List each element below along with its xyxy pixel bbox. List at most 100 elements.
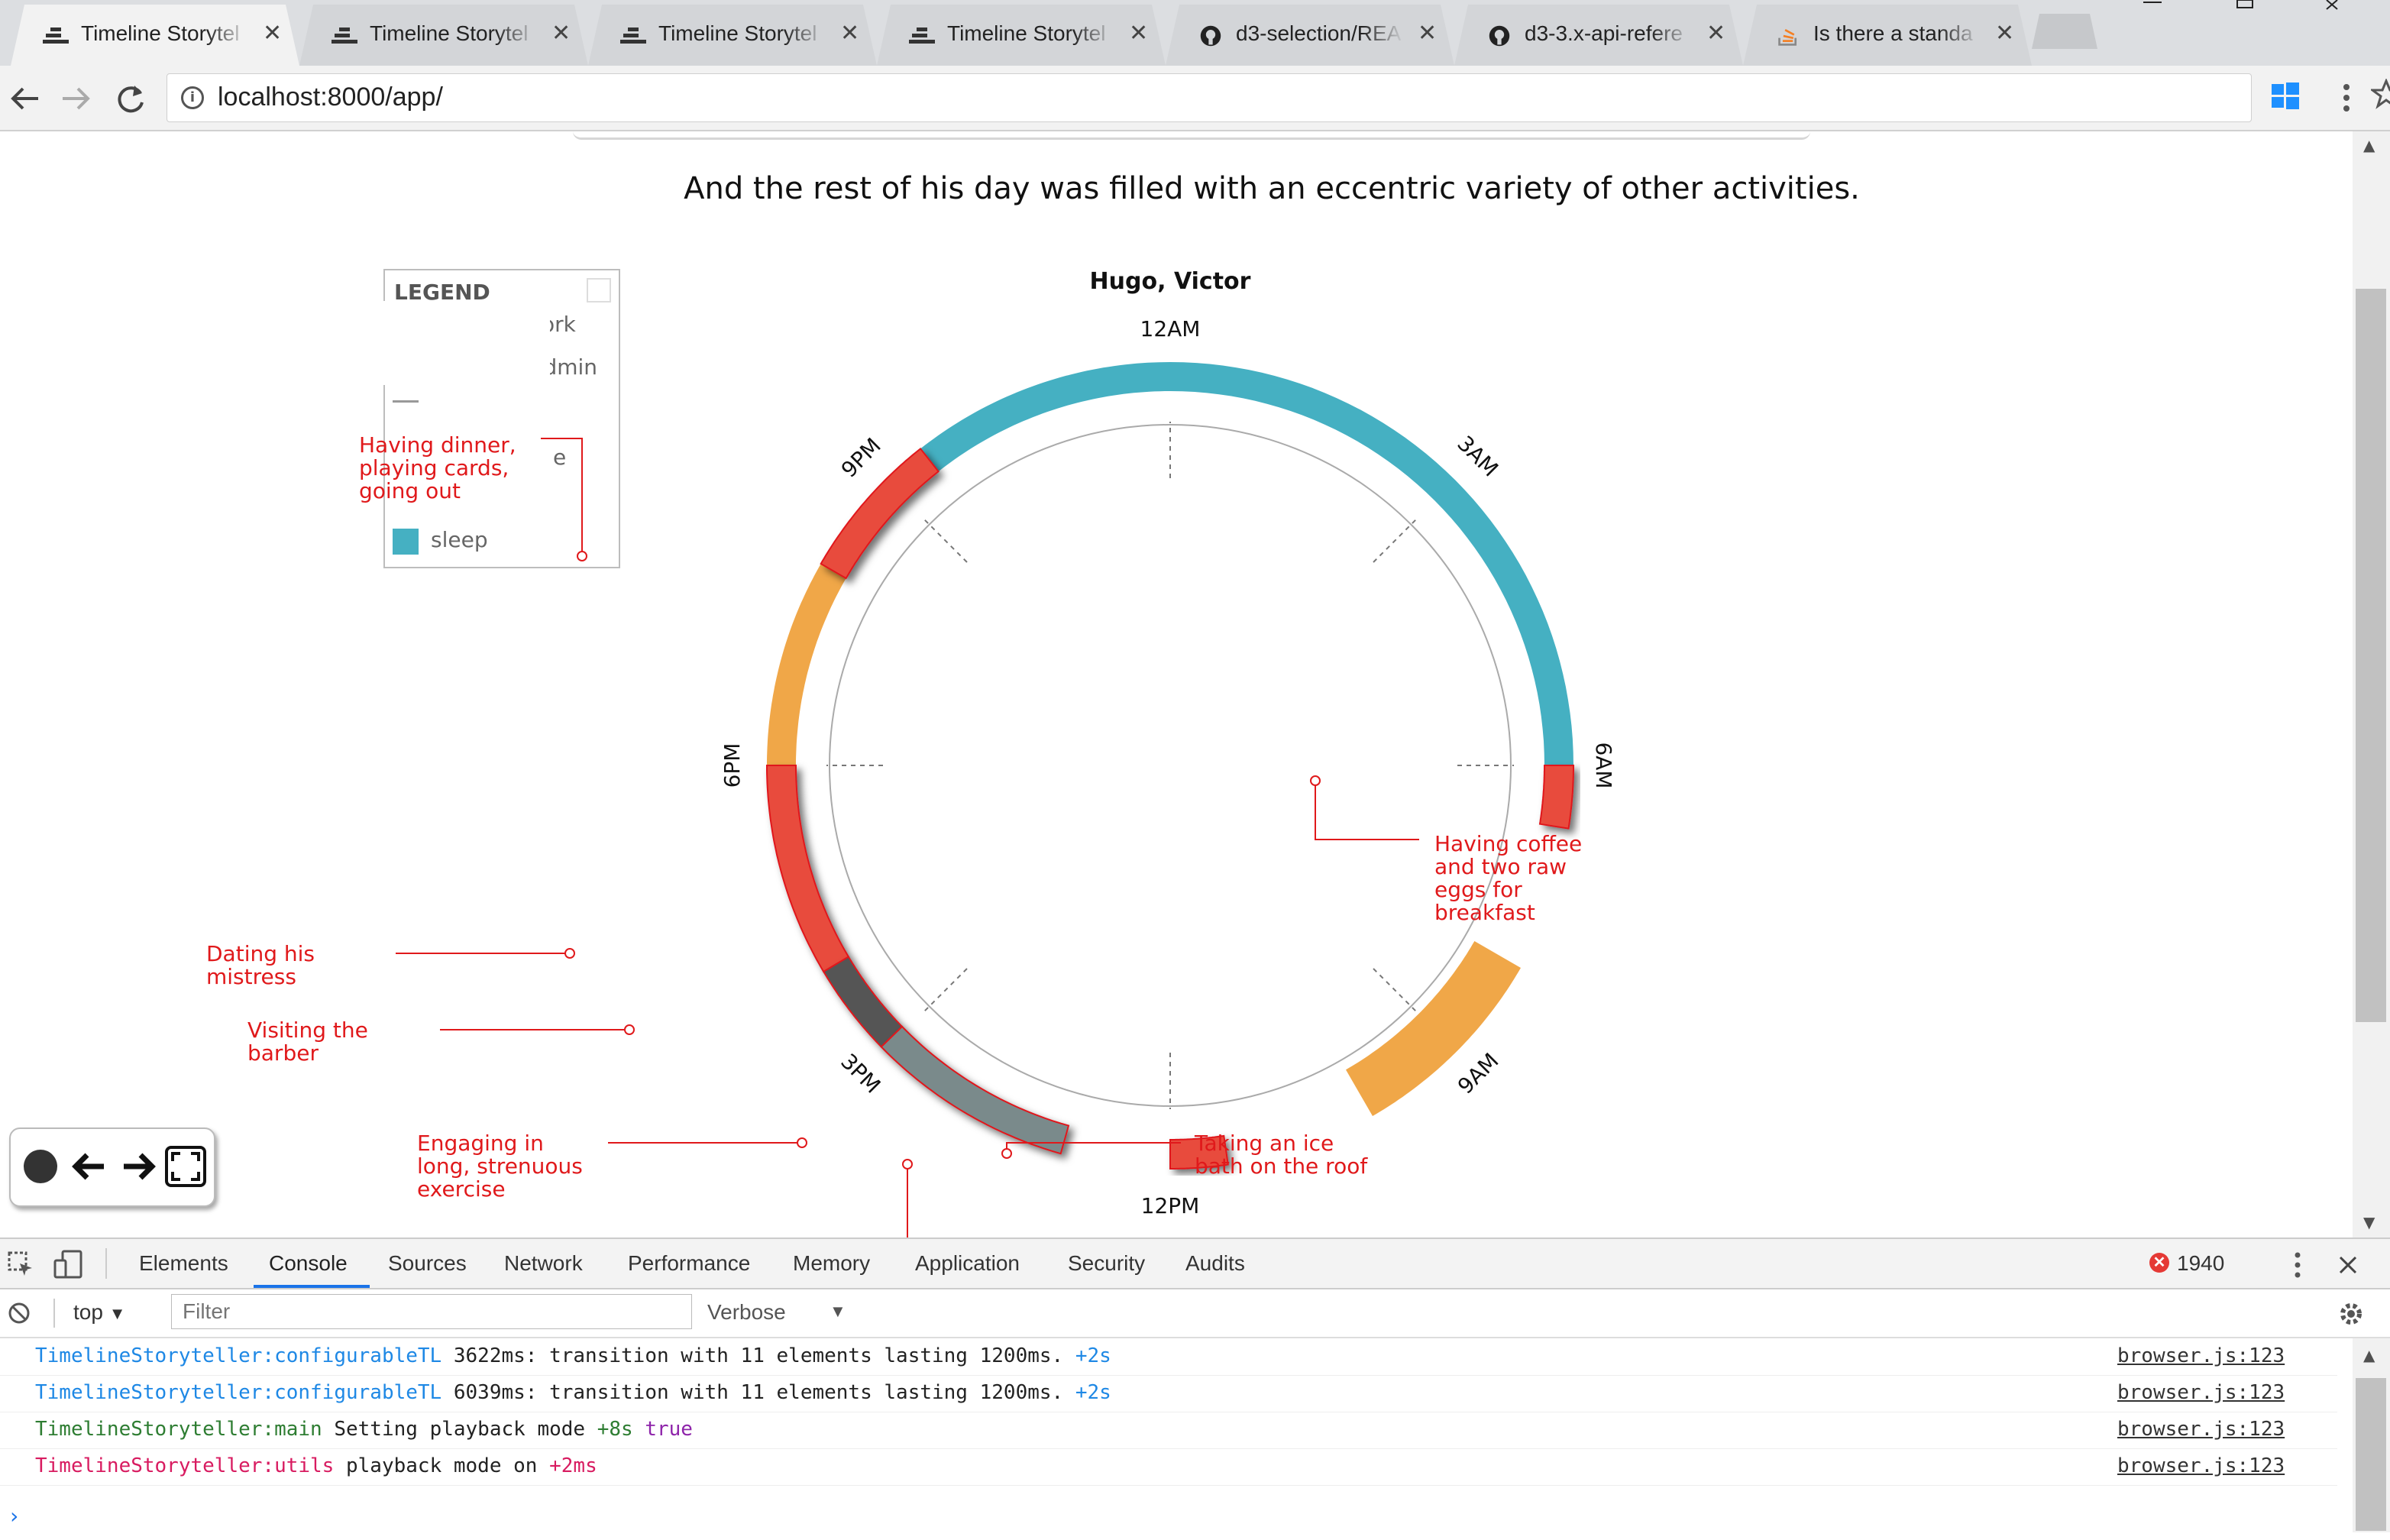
clock-ticks xyxy=(826,422,1514,1109)
creative-work-segment-morning[interactable] xyxy=(1346,941,1521,1116)
console-settings-icon[interactable] xyxy=(2337,1300,2365,1328)
maximize-icon[interactable] xyxy=(2236,0,2259,11)
forward-arrow-icon[interactable] xyxy=(57,79,95,118)
scrollbar-thumb[interactable] xyxy=(2356,1378,2386,1531)
console-message[interactable]: TimelineStoryteller:configurableTL 6039m… xyxy=(0,1375,2337,1412)
close-window-icon[interactable] xyxy=(2325,0,2348,11)
tab-close-icon[interactable]: ✕ xyxy=(1418,20,1438,47)
annotation-line: long, strenuous xyxy=(417,1153,583,1179)
browser-tab[interactable]: Timeline Storytel ✕ xyxy=(877,5,1166,66)
sleep-segment-main[interactable] xyxy=(1170,362,1573,765)
tab-close-icon[interactable]: ✕ xyxy=(551,20,571,47)
console-message[interactable]: TimelineStoryteller:configurableTL 3622m… xyxy=(0,1338,2337,1376)
tab-elements[interactable]: Elements xyxy=(139,1251,228,1275)
console-filter-input[interactable] xyxy=(171,1294,692,1329)
tab-performance[interactable]: Performance xyxy=(628,1251,751,1275)
devtools-menu-icon[interactable] xyxy=(2291,1250,2304,1280)
tab-audits[interactable]: Audits xyxy=(1185,1251,1245,1275)
browser-tab[interactable]: Timeline Storytel ✕ xyxy=(11,5,299,66)
record-icon[interactable] xyxy=(18,1144,63,1189)
reload-icon[interactable] xyxy=(112,79,150,118)
tab-application[interactable]: Application xyxy=(915,1251,1020,1275)
annotation-dinner[interactable]: Having dinner, playing cards, going out xyxy=(0,131,687,590)
tab-close-icon[interactable]: ✕ xyxy=(263,20,283,47)
dropdown-arrow-icon: ▼ xyxy=(108,1304,126,1323)
fullscreen-icon[interactable] xyxy=(163,1144,208,1189)
console-message[interactable]: TimelineStoryteller:main Setting playbac… xyxy=(0,1412,2337,1449)
clear-console-icon[interactable] xyxy=(8,1302,31,1325)
tab-strip: Timeline Storytel ✕ Timeline Storytel ✕ … xyxy=(0,0,2390,66)
tab-memory[interactable]: Memory xyxy=(793,1251,871,1275)
log-source-link[interactable]: browser.js:123 xyxy=(2117,1454,2285,1477)
browser-tab[interactable]: Timeline Storytel ✕ xyxy=(299,5,588,66)
scrollbar-thumb[interactable] xyxy=(2356,289,2386,1022)
active-tab-indicator xyxy=(254,1285,370,1288)
scroll-up-arrow-icon[interactable]: ▲ xyxy=(2363,136,2375,154)
scroll-up-arrow-icon[interactable]: ▲ xyxy=(2363,1346,2375,1364)
tab-console[interactable]: Console xyxy=(269,1251,348,1275)
context-selector[interactable]: top ▼ xyxy=(73,1300,126,1325)
browser-tab[interactable]: d3-3.x-api-refere ✕ xyxy=(1454,5,1743,66)
breakfast-segment[interactable] xyxy=(1538,765,1574,830)
tab-close-icon[interactable]: ✕ xyxy=(1995,20,2015,47)
annotation-mistress[interactable]: Dating his mistress xyxy=(206,941,575,989)
bookmark-star-icon[interactable] xyxy=(2371,79,2390,109)
device-toolbar-icon[interactable] xyxy=(53,1250,84,1280)
scroll-down-arrow-icon[interactable]: ▼ xyxy=(2363,1213,2375,1231)
browser-tab[interactable]: Timeline Storytel ✕ xyxy=(588,5,877,66)
inspect-element-icon[interactable] xyxy=(8,1251,35,1279)
log-source-link[interactable]: browser.js:123 xyxy=(2117,1418,2285,1441)
site-info-icon[interactable]: i xyxy=(181,86,204,109)
annotation-ice-bath[interactable]: Taking an ice bath on the roof xyxy=(1001,1131,1368,1179)
story-caption: And the rest of his day was filled with … xyxy=(684,171,1860,206)
page-scrollbar[interactable]: ▲ ▼ xyxy=(2353,131,2390,1238)
log-text: Setting playback mode xyxy=(322,1418,597,1441)
browser-tab[interactable]: d3-selection/REA ✕ xyxy=(1166,5,1454,66)
legend-collapse-toggle[interactable] xyxy=(587,278,611,302)
tab-network[interactable]: Network xyxy=(504,1251,583,1275)
exercise-segment[interactable] xyxy=(880,1025,1070,1155)
log-source-link[interactable]: browser.js:123 xyxy=(2117,1381,2285,1404)
tab-close-icon[interactable]: ✕ xyxy=(840,20,860,47)
log-level-selector[interactable]: Verbose ▼ xyxy=(707,1300,846,1325)
annotation-exercise[interactable]: Engaging in long, strenuous exercise xyxy=(417,1131,807,1202)
tab-close-icon[interactable]: ✕ xyxy=(1129,20,1149,47)
annotation-line: Engaging in xyxy=(417,1131,544,1156)
annotation-barber[interactable]: Visiting the barber xyxy=(247,1017,635,1066)
new-tab-button[interactable] xyxy=(2032,14,2097,49)
browser-menu-icon[interactable] xyxy=(2339,81,2354,115)
creative-work-segment-evening[interactable] xyxy=(767,564,846,765)
console-message[interactable]: TimelineStoryteller:utils playback mode … xyxy=(0,1448,2337,1486)
annotation-coffee[interactable]: Having coffee and two raw eggs for breakfas… xyxy=(1310,775,1582,925)
error-counter[interactable]: ✕ 1940 xyxy=(2149,1251,2224,1276)
barber-segment[interactable] xyxy=(822,956,904,1048)
ice-bath-segment[interactable] xyxy=(1169,1134,1229,1170)
console-scrollbar[interactable]: ▲ xyxy=(2353,1338,2390,1532)
address-bar[interactable]: i localhost:8000/app/ xyxy=(167,73,2390,122)
console-prompt-icon[interactable]: › xyxy=(8,1503,21,1529)
back-arrow-icon[interactable] xyxy=(6,79,44,118)
tab-title: Timeline Storytel xyxy=(947,21,1106,45)
tab-sources[interactable]: Sources xyxy=(388,1251,467,1275)
clock-label-9am: 9AM xyxy=(1453,1048,1504,1099)
mistress-segment[interactable] xyxy=(766,765,850,973)
log-namespace: TimelineStoryteller:configurableTL xyxy=(35,1381,442,1404)
minimize-icon[interactable] xyxy=(2143,0,2166,8)
windows-extension-icon[interactable] xyxy=(2270,81,2301,112)
sleep-segment-evening[interactable] xyxy=(920,362,1170,472)
toolbar-divider xyxy=(53,1299,55,1328)
close-devtools-icon[interactable] xyxy=(2337,1254,2359,1276)
log-extra: true xyxy=(632,1418,693,1441)
tab-security[interactable]: Security xyxy=(1068,1251,1146,1275)
dinner-segment[interactable] xyxy=(820,447,940,580)
log-text: 3622ms: transition with 11 elements last… xyxy=(441,1344,1075,1367)
tab-close-icon[interactable]: ✕ xyxy=(1706,20,1726,47)
annotation-line: Dating his xyxy=(206,941,315,966)
chart-title: Hugo, Victor xyxy=(1090,268,1251,295)
browser-tab[interactable]: Is there a standa ✕ xyxy=(1743,5,2032,66)
previous-arrow-icon[interactable] xyxy=(67,1144,112,1189)
dropdown-arrow-icon: ▼ xyxy=(830,1302,846,1321)
next-arrow-icon[interactable] xyxy=(116,1144,160,1189)
log-source-link[interactable]: browser.js:123 xyxy=(2117,1344,2285,1367)
